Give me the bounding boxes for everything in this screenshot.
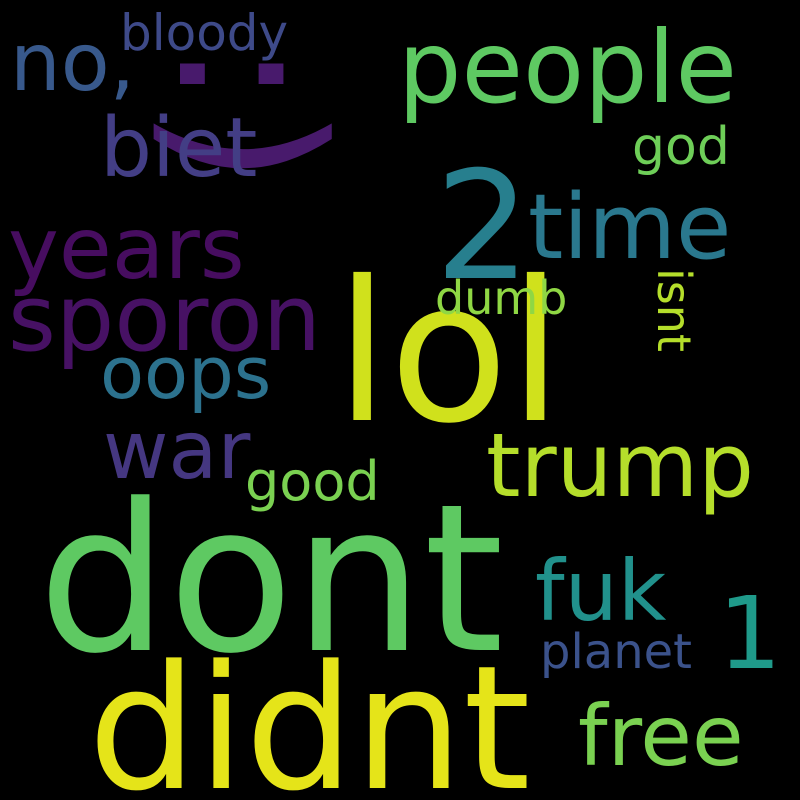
word-isnt: isnt xyxy=(647,268,701,352)
word-no: no, xyxy=(10,16,135,109)
word-2: 2 xyxy=(435,140,530,314)
word-god: god xyxy=(632,117,730,177)
word-didnt: didnt xyxy=(88,628,531,800)
word-biet: biet xyxy=(100,101,257,196)
word-good: good xyxy=(245,450,380,513)
word-sporon: sporon xyxy=(8,265,321,372)
word-trump: trump xyxy=(486,414,754,517)
word-colon-paren: :) xyxy=(132,40,365,185)
word-war: war xyxy=(103,404,250,497)
word-oops: oops xyxy=(100,331,271,415)
word-fuk: fuk xyxy=(535,542,667,640)
word-dumb: dumb xyxy=(435,271,567,325)
word-dont: dont xyxy=(38,461,504,699)
word-planet: planet xyxy=(540,624,692,680)
word-years: years xyxy=(8,199,245,299)
word-bloody: bloody xyxy=(120,4,288,62)
word-time: time xyxy=(528,175,731,280)
word-lol: lol xyxy=(335,239,563,466)
word-free: free xyxy=(578,687,744,785)
word-people: people xyxy=(398,9,737,126)
word-1: 1 xyxy=(718,575,782,692)
